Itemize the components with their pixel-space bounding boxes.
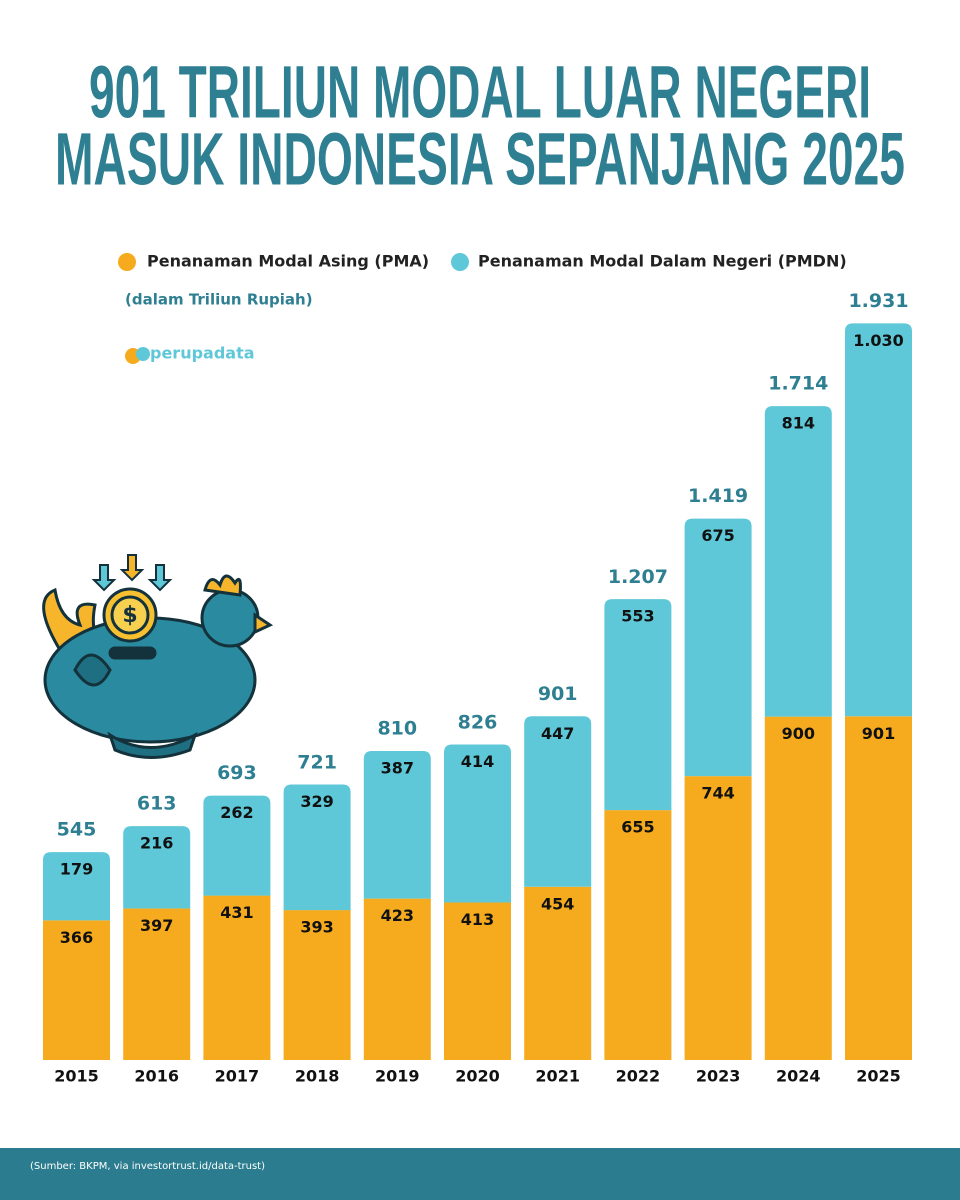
- total-label: 1.207: [608, 566, 668, 588]
- total-label: 721: [297, 751, 337, 773]
- x-tick-label: 2024: [776, 1067, 821, 1086]
- bar-segment: [203, 895, 271, 1060]
- value-label: 393: [300, 918, 333, 937]
- value-label: 216: [140, 834, 173, 853]
- value-label: 329: [300, 792, 333, 811]
- x-tick-label: 2019: [375, 1067, 420, 1086]
- value-label: 447: [541, 724, 574, 743]
- value-label: 553: [621, 607, 654, 626]
- value-label: 900: [782, 724, 815, 743]
- value-label: 413: [461, 910, 494, 929]
- bar-segment: [845, 323, 912, 717]
- bar-segment: [283, 910, 351, 1060]
- bar-segment: [43, 852, 110, 921]
- legend-label: Penanaman Modal Dalam Negeri (PMDN): [478, 252, 847, 271]
- bar-segment: [203, 795, 271, 896]
- brand-logo: perupadata: [125, 344, 255, 364]
- bar-segment: [684, 518, 752, 777]
- x-tick-label: 2015: [54, 1067, 99, 1086]
- chart-title: 901 TRILIUN MODAL LUAR NEGERI: [89, 51, 871, 134]
- brand-name: perupadata: [150, 344, 255, 363]
- chart-title: MASUK INDONESIA SEPANJANG 2025: [55, 118, 905, 201]
- source-note: (Sumber: BKPM, via investortrust.id/data…: [30, 1161, 265, 1172]
- legend-label: Penanaman Modal Asing (PMA): [147, 252, 429, 271]
- bar-segment: [363, 750, 431, 899]
- value-label: 397: [140, 916, 173, 935]
- total-label: 810: [377, 717, 417, 739]
- value-label: 366: [60, 928, 93, 947]
- bar-segment: [764, 406, 832, 717]
- value-label: 179: [60, 860, 93, 879]
- value-label: 744: [701, 784, 734, 803]
- total-label: 693: [217, 762, 257, 784]
- legend-marker: [451, 253, 469, 271]
- svg-text:$: $: [122, 603, 137, 628]
- total-label: 1.931: [848, 290, 908, 312]
- bar-segment: [524, 716, 592, 887]
- footer-band: [0, 1148, 960, 1200]
- bar-segment: [764, 716, 832, 1060]
- total-label: 613: [137, 793, 177, 815]
- x-tick-label: 2020: [455, 1067, 500, 1086]
- x-tick-label: 2016: [134, 1067, 179, 1086]
- bar-segment: [283, 784, 351, 911]
- total-label: 1.714: [768, 373, 828, 395]
- total-label: 901: [538, 683, 578, 705]
- bar-segment: [43, 920, 110, 1060]
- total-label: 545: [57, 819, 97, 841]
- total-label: 1.419: [688, 485, 748, 507]
- bar-segment: [444, 744, 511, 903]
- value-label: 675: [701, 526, 734, 545]
- unit-label: (dalam Triliun Rupiah): [125, 291, 313, 309]
- value-label: 814: [782, 414, 815, 433]
- x-tick-label: 2025: [856, 1067, 901, 1086]
- value-label: 901: [862, 724, 895, 743]
- bar-segment: [123, 826, 191, 909]
- piggy-illustration: $: [42, 554, 274, 759]
- value-label: 655: [621, 818, 654, 837]
- value-label: 262: [220, 803, 253, 822]
- bar-segment: [123, 908, 191, 1060]
- bar-segment: [524, 886, 592, 1060]
- total-label: 826: [458, 711, 498, 733]
- x-tick-label: 2021: [535, 1067, 580, 1086]
- value-label: 387: [381, 758, 414, 777]
- bar-segment: [604, 810, 672, 1060]
- bar-segment: [845, 716, 912, 1060]
- x-tick-label: 2018: [295, 1067, 340, 1086]
- value-label: 431: [220, 903, 253, 922]
- value-label: 1.030: [853, 331, 904, 350]
- bar-segment: [444, 902, 511, 1060]
- x-tick-label: 2017: [215, 1067, 260, 1086]
- x-tick-label: 2022: [616, 1067, 661, 1086]
- x-tick-label: 2023: [696, 1067, 741, 1086]
- bar-segment: [363, 898, 431, 1060]
- value-label: 423: [381, 906, 414, 925]
- legend-marker: [118, 253, 136, 271]
- value-label: 414: [461, 752, 494, 771]
- bar-segment: [604, 599, 672, 811]
- bar-segment: [684, 776, 752, 1060]
- value-label: 454: [541, 894, 574, 913]
